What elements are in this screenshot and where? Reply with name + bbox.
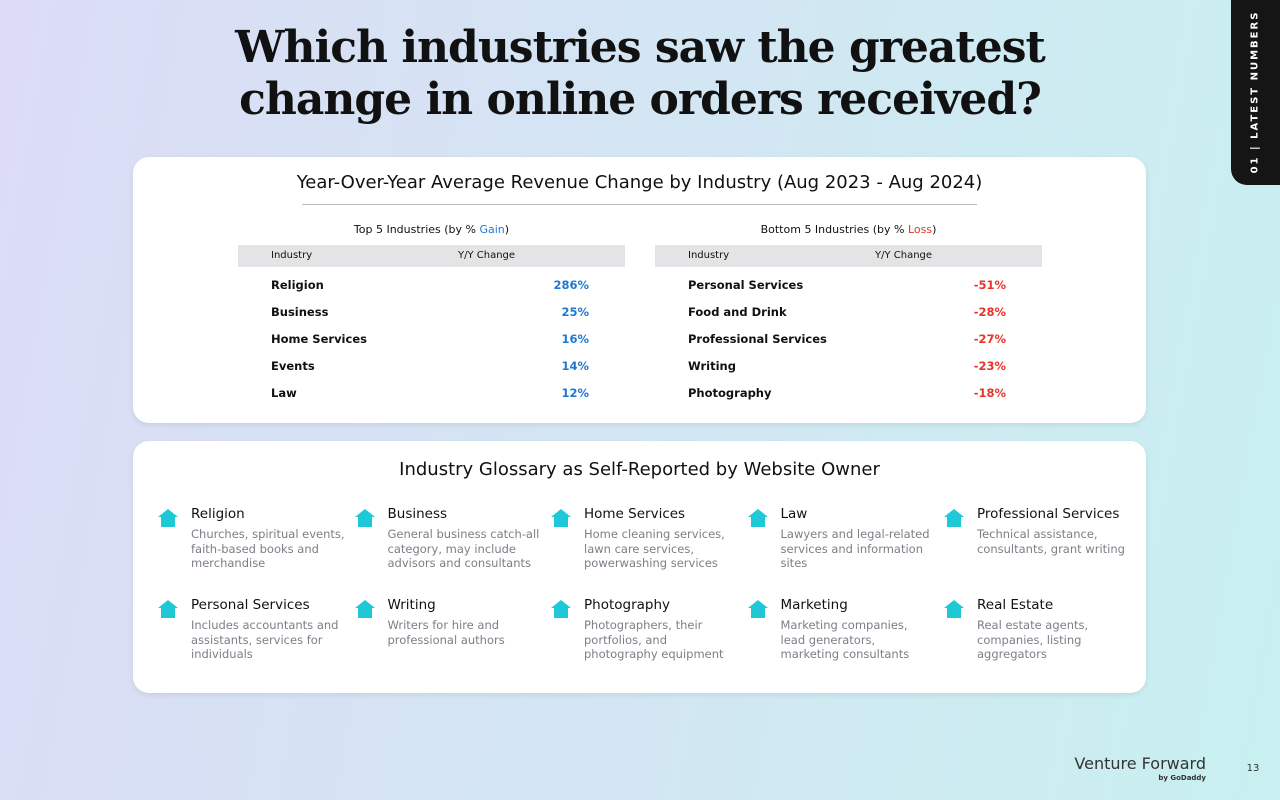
heading-text: Bottom 5 Industries (by % [760,223,908,236]
glossary-name: Real Estate [977,597,1054,613]
card-title: Year-Over-Year Average Revenue Change by… [296,172,983,193]
table-heading: Bottom 5 Industries (by % Loss) [655,223,1042,236]
section-tab: 01 | LATEST NUMBERS [1231,0,1280,185]
column-header: Industry [688,250,730,261]
glossary-name: Personal Services [191,597,310,613]
table-card [133,157,1146,423]
change-value: 25% [561,305,589,319]
change-value: 12% [561,386,589,400]
column-header: Industry [271,250,313,261]
table-header-bar [238,245,625,267]
industry-name: Home Services [271,332,367,346]
heading-text: Top 5 Industries (by % [353,223,480,236]
card-title: Industry Glossary as Self-Reported by We… [399,459,880,480]
glossary-description: Writers for hire and professional author… [387,618,505,647]
icon-glyph [944,509,964,527]
glossary-description: General business catch-all category, may… [387,527,540,570]
icon-glyph [354,509,375,527]
change-value: 286% [553,278,589,292]
table-heading: Top 5 Industries (by % Gain) [238,223,625,236]
glossary-name: Marketing [780,597,848,613]
heading-text: ) [932,223,937,236]
industry-name: Religion [271,278,324,292]
icon [157,508,179,528]
industry-name: Food and Drink [688,305,787,319]
icon [747,599,769,619]
change-value: -51% [973,278,1006,292]
icon [550,508,572,528]
industry-name: Law [271,386,297,400]
glossary-card [133,441,1146,693]
industry-name: Events [271,359,315,373]
glossary-description: Lawyers and legal-related services and i… [780,527,930,570]
change-value: -28% [973,305,1006,319]
icon-glyph [551,509,571,527]
heading-highlight: Gain [479,223,505,236]
icon [943,508,965,528]
icon-glyph [158,600,178,618]
icon [157,599,179,619]
glossary-name: Religion [191,506,245,522]
icon [943,599,965,619]
icon-glyph [158,509,178,527]
icon-glyph [551,600,571,618]
glossary-description: Home cleaning services, lawn care servic… [584,527,725,570]
icon [354,508,376,528]
heading-text: ) [504,223,510,236]
tab-label: 01 | LATEST NUMBERS [1249,10,1261,174]
brand: Venture Forward [1074,754,1206,773]
icon-glyph [944,600,964,618]
divider [302,204,977,205]
glossary-description: Includes accountants and assistants, ser… [191,618,339,661]
change-value: 14% [561,359,589,373]
page-number: 13 [1246,763,1260,774]
change-value: 16% [561,332,589,346]
byline: by GoDaddy [1158,774,1206,782]
change-value: -18% [973,386,1006,400]
glossary-description: Technical assistance, consultants, grant… [977,527,1125,556]
column-header: Y/Y Change [458,250,516,261]
icon-glyph [747,509,768,527]
industry-name: Business [271,305,329,319]
industry-name: Professional Services [688,332,827,346]
glossary-name: Home Services [584,506,686,522]
glossary-description: Marketing companies, lead generators, ma… [780,618,910,661]
glossary-name: Law [780,506,808,522]
column-header: Y/Y Change [875,250,933,261]
industry-name: Personal Services [688,278,804,292]
glossary-name: Photography [584,597,671,613]
glossary-name: Business [387,506,448,522]
change-value: -27% [973,332,1006,346]
table-header-bar [655,245,1042,267]
icon [550,599,572,619]
icon-glyph [747,600,768,618]
icon-glyph [354,600,375,618]
change-value: -23% [973,359,1006,373]
glossary-description: Churches, spiritual events, faith-based … [191,527,345,570]
glossary-description: Photographers, their portfolios, and pho… [584,618,724,661]
icon [747,508,769,528]
glossary-name: Writing [387,597,436,613]
industry-name: Photography [688,386,772,400]
industry-name: Writing [688,359,736,373]
glossary-name: Professional Services [977,506,1120,522]
icon [354,599,376,619]
glossary-description: Real estate agents, companies, listing a… [977,618,1089,661]
heading-highlight: Loss [907,223,933,236]
page-title: Which industries saw the greatest change… [235,22,1046,125]
